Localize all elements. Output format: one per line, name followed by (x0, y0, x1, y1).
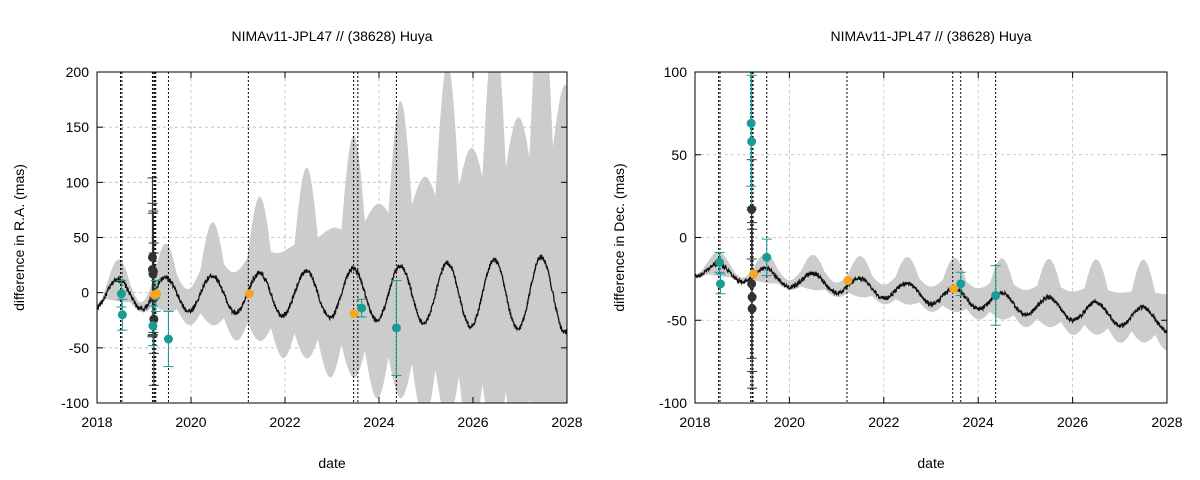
orange-point (749, 269, 759, 279)
chart-title: NIMAv11-JPL47 // (38628) Huya (830, 28, 1031, 44)
x-tick-label: 2024 (363, 414, 394, 430)
dark-point (747, 279, 757, 289)
dec-residual-chart: -100 -50 0 50 100 2018 2020 2022 2024 2026 2028 NIM… (611, 28, 1183, 471)
y-tick-label: -100 (659, 395, 687, 411)
teal-point (357, 303, 367, 313)
teal-point (148, 321, 158, 331)
x-tick-label: 2020 (175, 414, 206, 430)
y-tick-label: 0 (81, 285, 89, 301)
x-tick-label: 2022 (868, 414, 899, 430)
y-tick-label: 200 (66, 64, 90, 80)
dark-point (147, 252, 157, 262)
model-line (97, 254, 567, 335)
teal-point (762, 252, 772, 262)
plot-area (695, 72, 1167, 403)
teal-point (117, 310, 127, 320)
chart-title: NIMAv11-JPL47 // (38628) Huya (231, 28, 432, 44)
ra-residual-chart: -100 -50 0 50 100 150 200 2018 2020 2022 2024 2026 2… (11, 28, 583, 471)
x-tick-label: 2028 (551, 414, 582, 430)
x-tick-label: 2028 (1151, 414, 1182, 430)
uncertainty-band (97, 72, 567, 403)
y-axis-label: difference in Dec. (mas) (611, 163, 627, 311)
teal-point (116, 289, 126, 299)
y-tick-label: -50 (69, 340, 89, 356)
teal-point (746, 118, 756, 128)
x-tick-label: 2018 (679, 414, 710, 430)
dark-point (747, 292, 757, 302)
orange-point (949, 284, 959, 294)
dark-point (149, 314, 159, 324)
y-axis-label: difference in R.A. (mas) (11, 164, 27, 311)
y-tick-label: 0 (679, 230, 687, 246)
teal-point (747, 137, 757, 147)
teal-point (715, 257, 725, 267)
x-tick-label: 2026 (457, 414, 488, 430)
teal-point (956, 279, 966, 289)
model-line (695, 259, 1167, 334)
x-tick-label: 2018 (81, 414, 112, 430)
teal-point (991, 290, 1001, 300)
y-tick-label: 150 (66, 119, 90, 135)
orange-point (244, 289, 254, 299)
x-axis-label: date (917, 455, 944, 471)
dark-point (747, 204, 757, 214)
y-tick-label: 50 (73, 230, 89, 246)
teal-point (715, 279, 725, 289)
y-tick-label: 50 (671, 147, 687, 163)
y-tick-label: -100 (61, 395, 89, 411)
orange-point (349, 309, 359, 319)
teal-point (163, 334, 173, 344)
x-tick-label: 2020 (774, 414, 805, 430)
y-tick-label: -50 (667, 312, 687, 328)
x-axis-label: date (318, 455, 345, 471)
x-tick-label: 2024 (963, 414, 994, 430)
dark-point (747, 304, 757, 314)
orange-point (152, 289, 162, 299)
dark-point (148, 267, 158, 277)
y-tick-label: 100 (664, 64, 688, 80)
teal-point (391, 323, 401, 333)
x-tick-label: 2022 (269, 414, 300, 430)
orange-point (843, 276, 853, 286)
x-tick-label: 2026 (1057, 414, 1088, 430)
y-tick-label: 100 (66, 174, 90, 190)
plot-area (97, 72, 567, 403)
